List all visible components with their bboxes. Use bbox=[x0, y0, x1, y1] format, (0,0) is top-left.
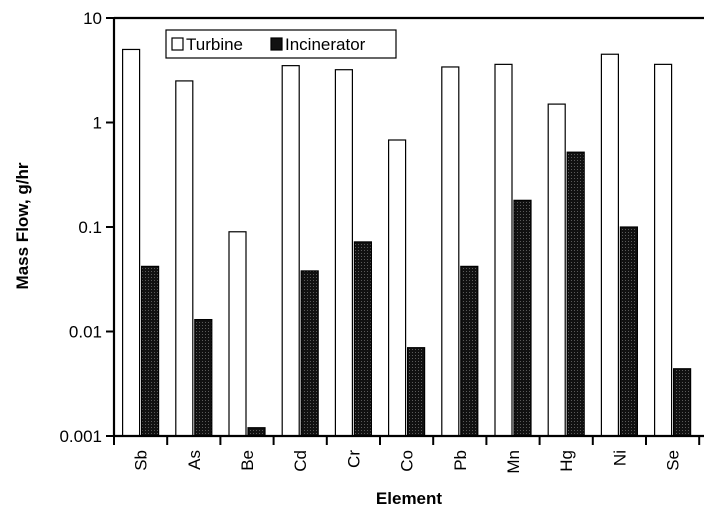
y-tick-label: 0.1 bbox=[78, 218, 102, 237]
x-tick-label-cr: Cr bbox=[344, 450, 363, 468]
x-tick-label-pb: Pb bbox=[451, 450, 470, 471]
bar-turbine-hg bbox=[547, 103, 566, 437]
x-tick-label-cd: Cd bbox=[291, 450, 310, 472]
bar-incinerator-sb bbox=[141, 265, 160, 437]
bar-turbine-ni bbox=[600, 53, 620, 437]
bar-incinerator-be bbox=[247, 427, 266, 437]
bar-incinerator-hg bbox=[566, 151, 585, 437]
bar-incinerator-ni bbox=[619, 226, 639, 437]
bar-turbine-as bbox=[175, 80, 194, 437]
y-tick-label: 0.01 bbox=[69, 323, 102, 342]
bars-layer bbox=[121, 48, 692, 437]
x-tick-label-be: Be bbox=[238, 450, 257, 471]
bar-turbine-sb bbox=[121, 48, 141, 437]
bar-turbine-co bbox=[388, 139, 407, 437]
bar-incinerator-pb bbox=[460, 265, 479, 437]
bar-turbine-pb bbox=[441, 66, 460, 437]
bar-turbine-se bbox=[653, 63, 673, 437]
bar-incinerator-cd bbox=[300, 270, 319, 437]
y-tick-label: 1 bbox=[93, 114, 102, 133]
legend-label-incinerator: Incinerator bbox=[285, 35, 366, 54]
bar-incinerator-cr bbox=[353, 241, 372, 437]
axes-layer: 0.001 0.01 0.1 1 10 Sb As Be Cd Cr Co Pb Mn Hg Ni Se bbox=[59, 9, 704, 474]
bar-incinerator-se bbox=[672, 368, 692, 437]
x-tick-label-hg: Hg bbox=[557, 450, 576, 472]
y-tick-label: 10 bbox=[83, 9, 102, 28]
bar-turbine-cr bbox=[334, 69, 353, 437]
legend-label-turbine: Turbine bbox=[186, 35, 243, 54]
x-tick-label-mn: Mn bbox=[504, 450, 523, 474]
legend: Turbine Incinerator bbox=[165, 29, 397, 59]
x-tick-label-se: Se bbox=[664, 450, 683, 471]
bar-incinerator-mn bbox=[513, 199, 532, 437]
legend-swatch-turbine bbox=[171, 37, 184, 51]
bar-incinerator-co bbox=[407, 347, 426, 437]
x-axis-title: Element bbox=[376, 489, 442, 508]
y-axis-title: Mass Flow, g/hr bbox=[13, 162, 32, 289]
bar-turbine-mn bbox=[494, 63, 513, 437]
y-tick-label: 0.001 bbox=[59, 427, 102, 446]
bar-turbine-be bbox=[228, 231, 247, 437]
x-tick-label-sb: Sb bbox=[132, 450, 151, 471]
x-tick-label-as: As bbox=[185, 450, 204, 470]
legend-swatch-incinerator bbox=[270, 37, 283, 51]
bar-incinerator-as bbox=[194, 318, 213, 437]
x-tick-label-co: Co bbox=[398, 450, 417, 472]
bar-turbine-cd bbox=[281, 65, 300, 437]
x-tick-label-ni: Ni bbox=[610, 450, 629, 466]
